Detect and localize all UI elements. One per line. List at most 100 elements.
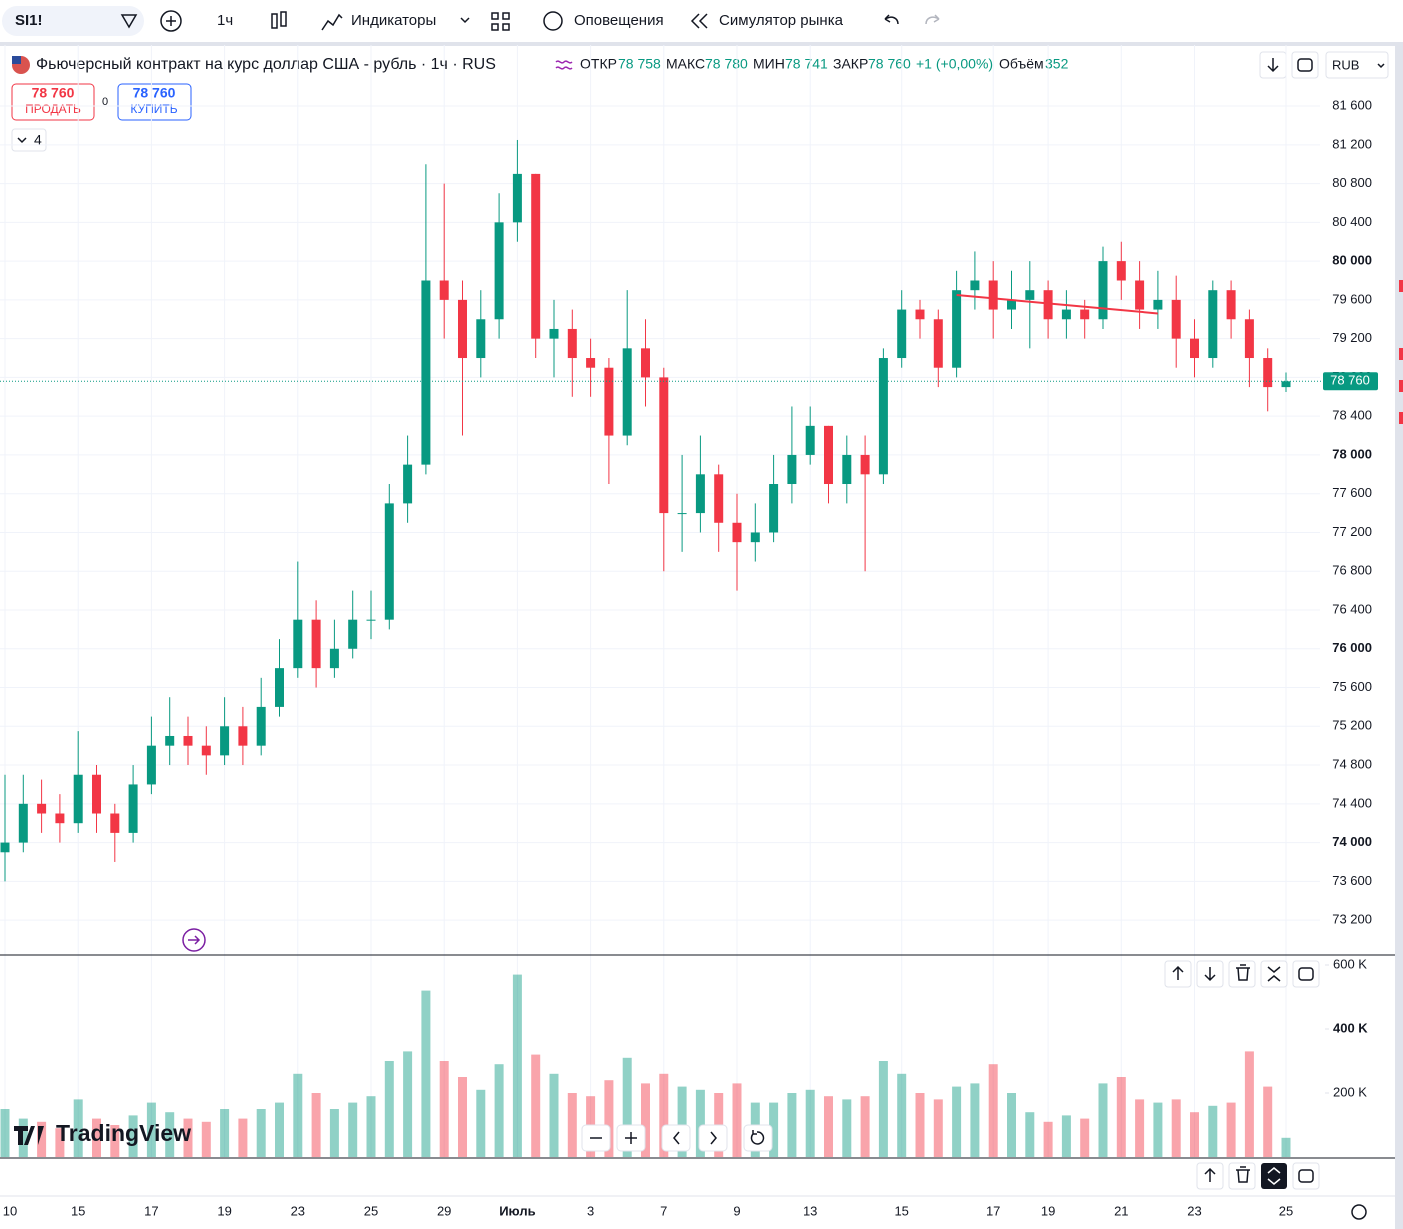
x-tick-label: 29 [437, 1203, 451, 1218]
interval[interactable]: 1ч [217, 12, 233, 29]
volume-bar [970, 1083, 980, 1157]
volume-bar [732, 1083, 742, 1157]
volume-bar [695, 1089, 705, 1157]
volume-bar [1226, 1102, 1236, 1157]
volume-bar [439, 1061, 449, 1157]
candle-body [55, 813, 65, 824]
candle-body [1043, 290, 1053, 320]
arrow-icon [1204, 1167, 1216, 1182]
replay-button[interactable]: Симулятор рынка [719, 12, 844, 29]
volume-tick-label: 400 K [1333, 1020, 1368, 1035]
candle-body [256, 706, 266, 746]
candle-body [293, 619, 303, 669]
low-value: 78 741 [785, 56, 828, 72]
buy-button[interactable] [117, 83, 192, 121]
scroll-left[interactable] [661, 1124, 691, 1152]
brand-name[interactable]: TradingView [56, 1120, 191, 1146]
candle-body [165, 735, 175, 746]
volume-bar [329, 1109, 339, 1157]
volume-bar [421, 990, 431, 1157]
indicators-button[interactable]: Индикаторы [351, 12, 436, 29]
volume-bar [275, 1102, 284, 1157]
close-label: ЗАКР [833, 56, 868, 72]
candle-body [1208, 290, 1218, 359]
maximize-button[interactable] [1291, 51, 1319, 79]
arrow-icon [1172, 965, 1184, 980]
redo[interactable] [925, 14, 940, 25]
y-tick-label: 78 400 [1332, 408, 1372, 423]
brand-logo[interactable] [14, 1126, 44, 1145]
x-tick-label: 25 [1279, 1203, 1293, 1218]
settings-icon[interactable] [1351, 1204, 1367, 1220]
events-arrow [188, 935, 201, 945]
candle-body [476, 319, 486, 359]
y-tick-label: 81 200 [1332, 136, 1372, 151]
y-tick-label: 74 800 [1332, 756, 1372, 771]
buy-price[interactable]: 78 760 [133, 85, 176, 101]
candle-body [73, 774, 83, 824]
symbol[interactable]: SI1! [15, 12, 43, 29]
undo[interactable] [884, 14, 899, 25]
trend-line [956, 294, 1158, 315]
layouts[interactable] [491, 12, 510, 31]
volume-bar [476, 1089, 486, 1157]
candle-body [677, 513, 687, 515]
reset-chart[interactable] [743, 1124, 773, 1152]
volume-bar [1263, 1086, 1273, 1157]
indicators-dropdown[interactable] [460, 17, 470, 24]
currency[interactable]: RUB [1332, 57, 1359, 72]
toolbar-divider [0, 42, 1403, 46]
alerts-icon[interactable] [543, 11, 563, 31]
arrow-icon [1267, 58, 1279, 73]
y-tick-label: 73 200 [1332, 912, 1372, 927]
candle-body [183, 735, 193, 746]
trash-icon [1236, 964, 1250, 981]
candle-body [329, 648, 339, 669]
buy-label[interactable]: КУПИТЬ [130, 102, 177, 116]
candle-body [732, 522, 742, 543]
volume-bar [311, 1093, 321, 1157]
scroll-right[interactable] [698, 1124, 728, 1152]
indicators-count[interactable]: 4 [34, 132, 42, 148]
collapse-pane[interactable] [1261, 1163, 1287, 1189]
candle-body [933, 319, 943, 368]
sell-button[interactable] [11, 83, 95, 121]
symbol-icon[interactable] [120, 14, 138, 29]
y-tick-label: 80 800 [1332, 175, 1372, 190]
maximize-pane[interactable] [1292, 1162, 1320, 1190]
right-panel-edge [1395, 46, 1403, 1229]
plus-icon [625, 1132, 637, 1144]
replay-icon[interactable] [690, 13, 708, 29]
indicators-icon[interactable] [321, 13, 343, 31]
volume-bar [18, 1118, 28, 1157]
volume-bar [55, 1128, 65, 1157]
maximize-pane[interactable] [1292, 960, 1320, 988]
candle-body [201, 745, 211, 756]
axes: 73 200 73 600 74 000 74 400 74 800 75 200 75 6… [3, 97, 1378, 1218]
collapse-pane[interactable] [1260, 960, 1288, 988]
symbol-search[interactable] [2, 6, 144, 36]
candle-body [805, 425, 815, 455]
low-label: МИН [753, 56, 785, 72]
maximize-icon [1297, 58, 1313, 72]
x-tick-label: 17 [986, 1203, 1000, 1218]
sell-price[interactable]: 78 760 [32, 85, 75, 101]
chart-type[interactable] [271, 11, 287, 29]
alerts-button[interactable]: Оповещения [574, 12, 664, 29]
volume-bar [860, 1096, 870, 1157]
candle-body [1135, 280, 1145, 310]
spread: 0 [102, 96, 108, 108]
candle-body [403, 464, 413, 504]
sell-label[interactable]: ПРОДАТЬ [25, 102, 81, 116]
indicators-toggle[interactable] [11, 128, 47, 152]
currency-select[interactable] [1325, 51, 1389, 79]
collapse-icon [1267, 1167, 1281, 1185]
volume-bar [146, 1102, 156, 1157]
candle-body [567, 328, 577, 359]
candle-body [439, 280, 449, 300]
add-symbol[interactable] [160, 10, 182, 32]
candle-body [1281, 381, 1291, 388]
volume-bar [1061, 1115, 1071, 1157]
candle-body [494, 222, 504, 320]
